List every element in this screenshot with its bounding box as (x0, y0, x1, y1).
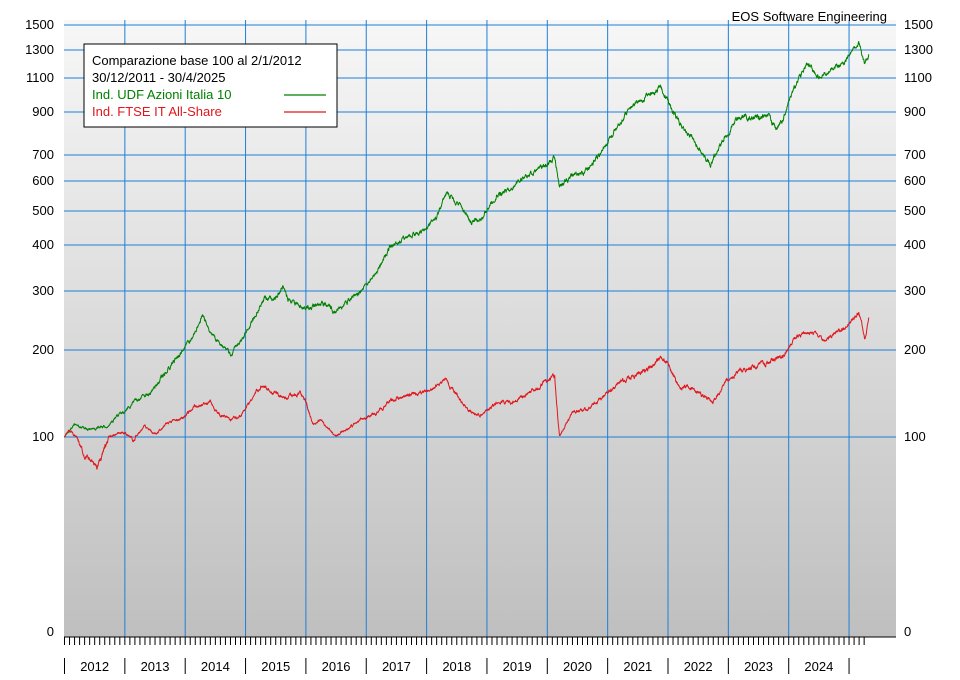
y-tick-label-right: 400 (904, 237, 926, 252)
y-tick-label-left: 0 (47, 624, 54, 639)
y-axis-left-labels: 0 100 200 300 400 500 600 700 900 1100 1300 1500 (25, 17, 54, 639)
x-tick-label: 2022 (684, 659, 713, 674)
y-tick-label-right: 600 (904, 173, 926, 188)
y-tick-label-right: 1100 (904, 70, 932, 85)
y-tick-label-left: 600 (32, 173, 54, 188)
x-tick-label: 2017 (382, 659, 411, 674)
y-tick-label-right: 1500 (904, 17, 933, 32)
credit-text: EOS Software Engineering (732, 9, 887, 24)
y-tick-label-right: 500 (904, 203, 926, 218)
y-tick-label-left: 500 (32, 203, 54, 218)
y-tick-label-left: 1500 (25, 17, 54, 32)
legend-item-udf-label: Ind. UDF Azioni Italia 10 (92, 87, 231, 102)
x-tick-label: 2012 (80, 659, 109, 674)
legend-title: Comparazione base 100 al 2/1/2012 (92, 53, 302, 68)
x-tick-label: 2023 (744, 659, 773, 674)
x-tick-label: 2014 (201, 659, 230, 674)
x-tick-label: 2013 (141, 659, 170, 674)
legend: Comparazione base 100 al 2/1/2012 30/12/… (83, 43, 338, 128)
y-tick-label-left: 1300 (25, 42, 54, 57)
y-tick-label-right: 0 (904, 624, 911, 639)
x-tick-label: 2015 (261, 659, 290, 674)
x-tick-label: 2019 (503, 659, 532, 674)
x-tick-label: 2018 (442, 659, 471, 674)
y-tick-label-right: 100 (904, 429, 926, 444)
y-tick-label-right: 200 (904, 342, 926, 357)
y-axis-right-labels: 0 100 200 300 400 500 600 700 900 1100 1300 1500 (904, 17, 933, 639)
series-line-ftse (64, 311, 870, 470)
y-tick-label-right: 300 (904, 283, 926, 298)
x-tick-label: 2024 (804, 659, 833, 674)
x-tick-label: 2021 (623, 659, 652, 674)
series-layer (64, 41, 870, 470)
y-tick-label-left: 400 (32, 237, 54, 252)
y-tick-label-left: 200 (32, 342, 54, 357)
y-tick-label-left: 100 (32, 429, 54, 444)
x-tick-label: 2020 (563, 659, 592, 674)
y-tick-label-right: 700 (904, 147, 926, 162)
x-axis-labels: 2012 2013 2014 2015 2016 2017 2018 2019 2020 2021… (64, 658, 850, 674)
legend-item-ftse-label: Ind. FTSE IT All-Share (92, 104, 222, 119)
y-tick-label-left: 700 (32, 147, 54, 162)
y-tick-label-left: 900 (32, 104, 54, 119)
x-axis-minor-ticks (64, 637, 865, 645)
y-tick-label-left: 1100 (26, 70, 54, 85)
legend-box (83, 43, 338, 128)
vertical-gridlines (124, 20, 850, 637)
x-tick-label: 2016 (322, 659, 351, 674)
y-tick-label-right: 900 (904, 104, 926, 119)
legend-date-range: 30/12/2011 - 30/4/2025 (92, 70, 226, 85)
series-line-udf (64, 41, 870, 438)
y-tick-label-left: 300 (32, 283, 54, 298)
y-tick-label-right: 1300 (904, 42, 933, 57)
